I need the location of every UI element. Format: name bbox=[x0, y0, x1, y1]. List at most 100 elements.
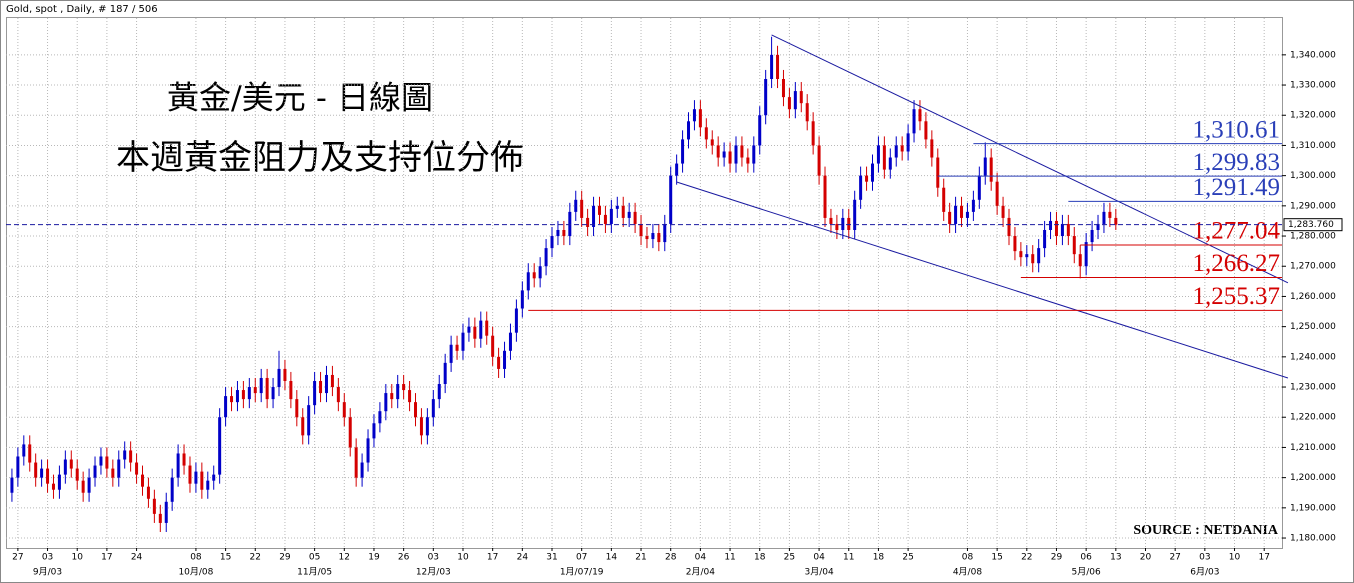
chart-header: Gold, spot , Daily, # 187 / 506 bbox=[6, 4, 158, 15]
candle-body bbox=[295, 399, 299, 418]
candle-body bbox=[378, 411, 382, 424]
candle-body bbox=[574, 199, 578, 212]
y-tick-label: 1,240.000 bbox=[1290, 352, 1336, 362]
candle-body bbox=[692, 109, 696, 122]
candle-body bbox=[621, 205, 625, 218]
candle-body bbox=[924, 121, 928, 140]
x-tick-label: 08 bbox=[962, 553, 974, 563]
candle-body bbox=[900, 145, 904, 152]
trend-line bbox=[676, 181, 1289, 379]
candle-body bbox=[503, 350, 507, 369]
x-tick-label: 18 bbox=[873, 553, 885, 563]
candle-body bbox=[1019, 251, 1023, 258]
candle-body bbox=[319, 380, 323, 394]
candle-body bbox=[99, 456, 103, 466]
candle-body bbox=[1031, 254, 1035, 264]
y-tick-label: 1,310.000 bbox=[1290, 141, 1336, 151]
candle-body bbox=[40, 468, 44, 478]
candle-body bbox=[10, 477, 14, 493]
candle-body bbox=[894, 145, 898, 158]
x-tick-label: 15 bbox=[991, 553, 1002, 563]
candle-body bbox=[971, 199, 975, 212]
x-tick-label: 04 bbox=[813, 553, 825, 563]
candle-body bbox=[722, 151, 726, 158]
candle-body bbox=[437, 384, 441, 400]
candle-body bbox=[1049, 220, 1053, 230]
candle-body bbox=[615, 205, 619, 209]
x-tick-label: 27 bbox=[1169, 553, 1180, 563]
candle-body bbox=[75, 468, 79, 481]
x-tick-label: 22 bbox=[250, 553, 261, 563]
candle-body bbox=[330, 374, 334, 388]
x-tick-label: 21 bbox=[635, 553, 646, 563]
candle-body bbox=[882, 145, 886, 170]
candle-body bbox=[514, 308, 518, 333]
candle-body bbox=[176, 453, 180, 478]
candle-body bbox=[936, 157, 940, 188]
candle-body bbox=[158, 513, 162, 523]
candle-body bbox=[609, 208, 613, 224]
last-price-label: 1,283.760 bbox=[1288, 220, 1334, 230]
candle-body bbox=[906, 133, 910, 152]
candle-body bbox=[532, 272, 536, 279]
candle-body bbox=[105, 456, 109, 469]
x-tick-label: 10 bbox=[1229, 553, 1241, 563]
candle-body bbox=[752, 145, 756, 164]
candle-body bbox=[241, 390, 245, 400]
y-tick-label: 1,260.000 bbox=[1290, 292, 1336, 302]
candle-body bbox=[1102, 211, 1106, 224]
candle-body bbox=[93, 465, 97, 478]
candle-body bbox=[224, 396, 228, 418]
y-tick-label: 1,300.000 bbox=[1290, 171, 1336, 181]
x-tick-label: 17 bbox=[1258, 553, 1269, 563]
candle-body bbox=[188, 465, 192, 484]
x-tick-label: 03 bbox=[428, 553, 439, 563]
candle-body bbox=[853, 199, 857, 230]
candle-body bbox=[627, 211, 631, 218]
candle-body bbox=[360, 462, 364, 478]
x-tick-label: 17 bbox=[101, 553, 112, 563]
candle-body bbox=[16, 456, 20, 478]
candle-body bbox=[1043, 230, 1047, 249]
level-label: 1,277.04 bbox=[1193, 218, 1281, 245]
candle-body bbox=[1114, 217, 1118, 225]
candle-body bbox=[746, 157, 750, 164]
candle-body bbox=[675, 163, 679, 176]
candle-body bbox=[799, 91, 803, 104]
y-tick-label: 1,190.000 bbox=[1290, 503, 1336, 513]
candle-body bbox=[829, 217, 833, 224]
x-tick-label: 18 bbox=[754, 553, 766, 563]
candle-body bbox=[793, 91, 797, 110]
candle-body bbox=[259, 377, 263, 394]
y-tick-label: 1,270.000 bbox=[1290, 262, 1336, 272]
candle-body bbox=[835, 223, 839, 230]
month-label: 1月/07/19 bbox=[560, 567, 604, 578]
candle-body bbox=[876, 145, 880, 164]
candle-body bbox=[1007, 217, 1011, 237]
candle-body bbox=[597, 205, 601, 215]
candle-body bbox=[348, 417, 352, 448]
candle-body bbox=[1078, 254, 1082, 267]
x-tick-label: 07 bbox=[576, 553, 587, 563]
candle-body bbox=[787, 97, 791, 110]
candle-body bbox=[977, 175, 981, 200]
x-tick-label: 28 bbox=[665, 553, 677, 563]
x-tick-label: 10 bbox=[71, 553, 83, 563]
candle-body bbox=[580, 199, 584, 218]
candle-body bbox=[704, 127, 708, 140]
candle-body bbox=[781, 79, 785, 98]
candle-body bbox=[960, 205, 964, 218]
x-tick-label: 24 bbox=[517, 553, 529, 563]
candle-body bbox=[218, 417, 222, 475]
candle-body bbox=[235, 390, 239, 403]
x-tick-label: 15 bbox=[220, 553, 231, 563]
candle-body bbox=[817, 145, 821, 176]
candle-body bbox=[1025, 254, 1029, 258]
x-tick-label: 04 bbox=[695, 553, 707, 563]
chart-title: 黃金/美元 - 日線圖 bbox=[167, 79, 433, 117]
y-tick-label: 1,200.000 bbox=[1290, 473, 1336, 483]
candle-body bbox=[1072, 236, 1076, 255]
x-tick-label: 14 bbox=[606, 553, 618, 563]
x-tick-label: 25 bbox=[784, 553, 795, 563]
y-tick-label: 1,340.000 bbox=[1290, 50, 1336, 60]
